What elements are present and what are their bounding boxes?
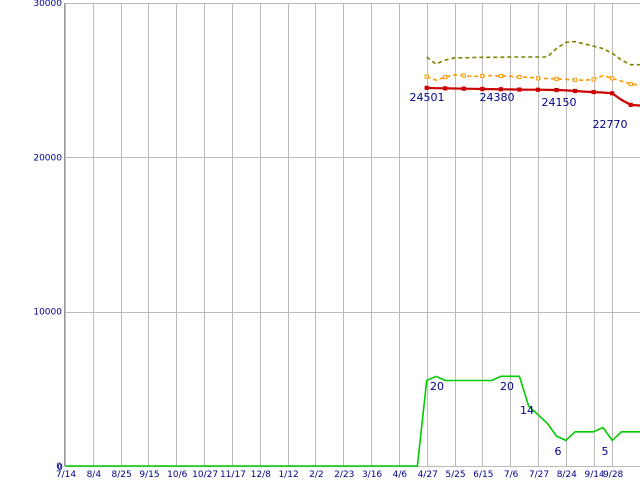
- y-tick-label: 10000: [33, 308, 62, 318]
- series-line-olive-dashed-upper: [426, 40, 640, 66]
- series-marker-orange-dashed-middle: [498, 73, 503, 79]
- series-marker-red-solid-lower: [535, 87, 541, 92]
- y-tick-label: 0: [56, 462, 62, 472]
- x-tick-label: 11/17: [220, 470, 246, 480]
- series-marker-red-solid-lower: [424, 85, 429, 90]
- data-point-label: 6: [555, 445, 562, 458]
- x-tick-label: 7/6: [504, 470, 519, 480]
- origin-zero-label: 0: [57, 463, 63, 473]
- x-tick-label: 7/14: [56, 470, 76, 480]
- x-tick-label: 6/15: [473, 470, 493, 480]
- x-tick-label: 3/16: [362, 470, 382, 480]
- x-tick-label: 2/23: [334, 470, 354, 480]
- series-marker-red-solid-lower: [572, 88, 578, 94]
- series-marker-orange-dashed-middle: [443, 74, 448, 80]
- series-marker-orange-dashed-middle: [535, 76, 541, 81]
- data-point-label: 20: [500, 380, 514, 393]
- x-tick-label: 4/27: [418, 470, 438, 480]
- series-marker-red-solid-lower: [517, 87, 522, 92]
- x-tick-label: 9/28: [603, 470, 623, 480]
- x-tick-labels: 7/14 8/4 8/25 9/15 10/6 10/27 11/17 12/8 1/12 2/2…: [56, 470, 624, 480]
- data-point-label: 24150: [542, 96, 577, 109]
- data-point-label: 22770: [593, 118, 628, 131]
- data-point-label: 14: [520, 404, 534, 417]
- series-marker-orange-dashed-middle: [628, 81, 633, 87]
- series-marker-red-solid-lower: [628, 102, 633, 107]
- x-tick-label: 10/27: [192, 470, 218, 480]
- y-tick-label: 30000: [33, 0, 62, 9]
- series-marker-red-solid-lower: [498, 87, 503, 92]
- series-marker-orange-dashed-middle: [517, 74, 522, 80]
- data-point-label: 24380: [480, 91, 515, 104]
- series-marker-red-solid-lower: [480, 86, 485, 92]
- series-marker-orange-dashed-middle: [610, 76, 615, 81]
- x-tick-label: 2/2: [309, 470, 323, 480]
- series-marker-orange-dashed-middle: [480, 73, 485, 78]
- series-marker-red-solid-lower: [591, 89, 596, 95]
- x-tick-label: 8/25: [112, 470, 132, 480]
- series-line-green-solid-count: [65, 375, 640, 467]
- x-tick-label: 12/8: [251, 470, 271, 480]
- series-marker-red-solid-lower: [610, 91, 615, 96]
- data-series: [65, 40, 640, 467]
- x-tick-label: 9/15: [139, 470, 159, 480]
- gridlines: [65, 3, 640, 467]
- series-marker-red-solid-lower: [461, 86, 466, 91]
- x-tick-label: 8/24: [557, 470, 577, 480]
- series-marker-orange-dashed-middle: [554, 76, 559, 82]
- x-tick-label: 9/14: [585, 470, 605, 480]
- x-tick-label: 8/4: [87, 470, 102, 480]
- series-marker-red-solid-lower: [554, 87, 559, 93]
- data-point-label: 24501: [410, 91, 445, 104]
- data-point-label: 5: [602, 445, 609, 458]
- x-tick-label: 5/25: [445, 470, 465, 480]
- series-line-red-solid-lower: [426, 86, 640, 107]
- series-marker-orange-dashed-middle: [572, 77, 578, 82]
- series-line-orange-dashed-middle: [426, 74, 640, 86]
- series-marker-orange-dashed-middle: [424, 74, 429, 79]
- x-tick-label: 1/12: [278, 470, 298, 480]
- series-marker-red-solid-lower: [443, 86, 448, 91]
- x-tick-label: 4/6: [393, 470, 408, 480]
- series-marker-orange-dashed-middle: [461, 73, 466, 78]
- x-tick-label: 7/27: [529, 470, 549, 480]
- data-point-labels: 24501 24380 24150 22770 20 20 14 6 5: [410, 91, 628, 458]
- data-point-label: 20: [430, 380, 444, 393]
- y-tick-label: 20000: [33, 153, 62, 163]
- x-tick-label: 10/6: [167, 470, 187, 480]
- series-marker-orange-dashed-middle: [591, 77, 596, 82]
